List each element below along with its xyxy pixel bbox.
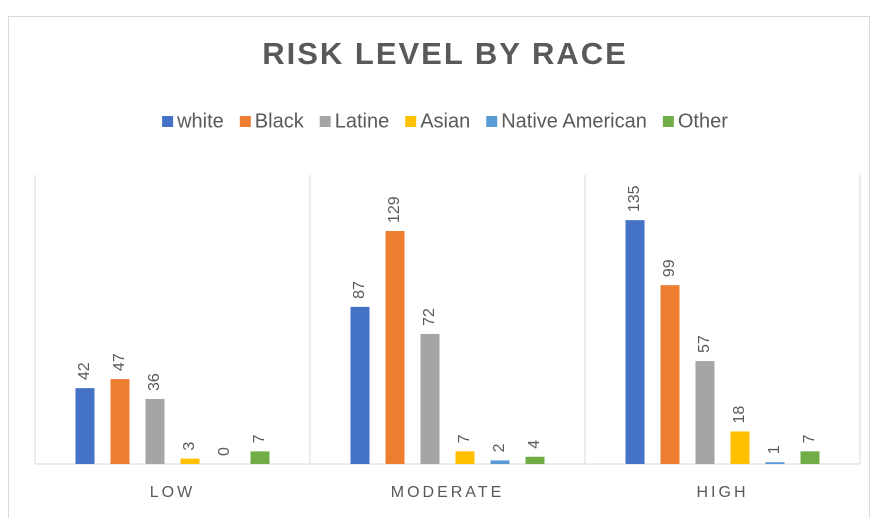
data-label: 47 [111,353,128,371]
data-label: 7 [251,434,268,443]
legend-swatch [662,116,674,127]
data-label: 87 [351,281,368,299]
data-label: 3 [181,442,198,451]
legend-label: Native American [501,110,647,132]
data-label: 57 [696,335,713,353]
data-label: 2 [491,443,508,452]
data-label: 0 [216,447,233,456]
bar [660,285,680,464]
data-label: 135 [626,185,643,212]
legend-swatch [162,116,174,127]
bar [490,460,510,464]
bar [250,451,270,464]
bar [180,458,200,464]
bar [385,230,405,464]
bar [75,388,95,464]
bar [350,306,370,464]
legend-label: Asian [420,110,470,132]
bar [800,451,820,464]
data-label: 36 [146,373,163,391]
data-label: 129 [386,196,403,223]
data-label: 4 [526,440,543,449]
data-label: 7 [801,434,818,443]
legend: white Black Latine Asian Native American Othe… [162,110,728,132]
x-tick-label: HIGH [697,484,749,501]
chart-title: RISK LEVEL BY RACE [262,36,628,71]
legend-label: Black [255,110,305,132]
bar [730,431,750,464]
bar [420,333,440,464]
data-label: 1 [766,445,783,454]
legend-swatch [486,116,498,127]
bar [765,462,785,464]
x-tick-label: LOW [150,484,195,501]
x-tick-label: MODERATE [391,484,504,501]
legend-swatch [239,116,251,127]
data-label: 18 [731,406,748,424]
legend-swatch [405,116,417,127]
bar [455,451,475,464]
legend-label: Latine [335,110,390,132]
data-label: 42 [76,362,93,380]
data-label: 7 [456,434,473,443]
bar [145,398,165,464]
bar [695,361,715,464]
legend-swatch [319,116,331,127]
legend-label: Other [678,110,728,132]
data-label: 72 [421,308,438,326]
bar [625,220,645,464]
legend-label: white [176,110,224,132]
bar [525,456,545,464]
data-label: 99 [661,259,678,277]
bar [110,379,130,464]
